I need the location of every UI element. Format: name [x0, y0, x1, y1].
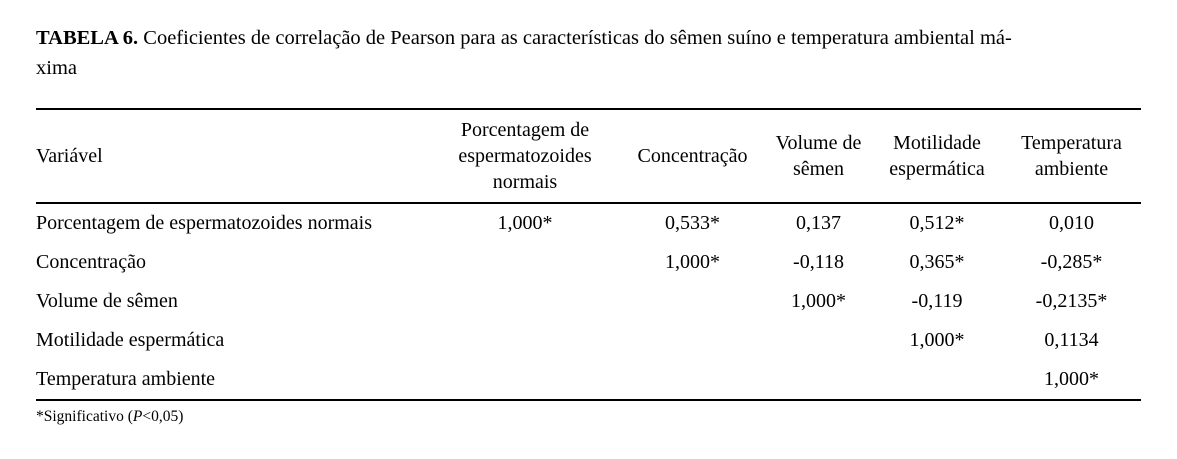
row-label: Temperatura ambiente	[36, 368, 216, 390]
table-row: Volume de sêmen 1,000* -0,119 -0,2135*	[36, 282, 1141, 321]
column-header-temperatura-ambiente: Temperatura ambiente	[1021, 132, 1122, 180]
table-caption-label: TABELA 6.	[36, 27, 139, 49]
table-caption: TABELA 6. Coeficientes de correlação de …	[36, 23, 1141, 83]
table-caption-text-line1: Coeficientes de correlação de Pearson pa…	[138, 27, 1012, 49]
column-header-variavel: Variável	[36, 145, 103, 167]
cell: 0,365*	[909, 251, 965, 273]
row-label: Volume de sêmen	[36, 290, 178, 312]
table-row: Porcentagem de espermatozoides normais 1…	[36, 203, 1141, 243]
cell: 0,010	[1049, 212, 1094, 234]
cell: 1,000*	[791, 290, 846, 312]
footnote-text-after: <0,05)	[142, 408, 184, 425]
table-row: Temperatura ambiente 1,000*	[36, 360, 1141, 400]
table-caption-text-line2: xima	[36, 57, 77, 79]
cell	[765, 360, 872, 400]
table-row: Motilidade espermática 1,000* 0,1134	[36, 321, 1141, 360]
column-header-volume-semen: Volume de sêmen	[775, 132, 862, 180]
cell	[430, 360, 620, 400]
column-header-porcentagem-espermatozoides-normais: Porcentagem de espermatozoides normais	[458, 119, 592, 193]
cell: 1,000*	[665, 251, 720, 273]
cell: 0,1134	[1044, 329, 1099, 351]
footnote: *Significativo (P<0,05)	[36, 408, 1141, 426]
cell: -0,119	[911, 290, 963, 312]
table-row: Concentração 1,000* -0,118 0,365* -0,285…	[36, 243, 1141, 282]
cell	[620, 360, 765, 400]
column-header-motilidade-espermatica: Motilidade espermática	[889, 132, 985, 180]
cell: -0,285*	[1040, 251, 1103, 273]
footnote-text-before: Significativo (	[43, 408, 133, 425]
cell	[430, 321, 620, 360]
content-area: TABELA 6. Coeficientes de correlação de …	[36, 23, 1141, 426]
cell	[620, 321, 765, 360]
cell: 0,512*	[909, 212, 965, 234]
cell	[872, 360, 1002, 400]
cell: -0,118	[793, 251, 844, 273]
correlation-table: Variável Porcentagem de espermatozoides …	[36, 108, 1141, 401]
cell: 0,533*	[665, 212, 720, 234]
cell	[765, 321, 872, 360]
row-label: Concentração	[36, 251, 146, 273]
header-row: Variável Porcentagem de espermatozoides …	[36, 109, 1141, 203]
cell: 1,000*	[1044, 368, 1099, 390]
cell: 1,000*	[497, 212, 553, 234]
row-label: Motilidade espermática	[36, 329, 225, 351]
cell: 1,000*	[909, 329, 965, 351]
cell: -0,2135*	[1035, 290, 1108, 312]
table-body: Porcentagem de espermatozoides normais 1…	[36, 203, 1141, 400]
footnote-p-symbol: P	[132, 408, 143, 425]
footnote-marker: *	[36, 408, 44, 425]
row-label: Porcentagem de espermatozoides normais	[36, 212, 372, 234]
cell: 0,137	[796, 212, 841, 234]
table-header: Variável Porcentagem de espermatozoides …	[36, 109, 1141, 203]
column-header-concentracao: Concentração	[637, 145, 748, 167]
cell	[620, 282, 765, 321]
cell	[430, 243, 620, 282]
cell	[430, 282, 620, 321]
